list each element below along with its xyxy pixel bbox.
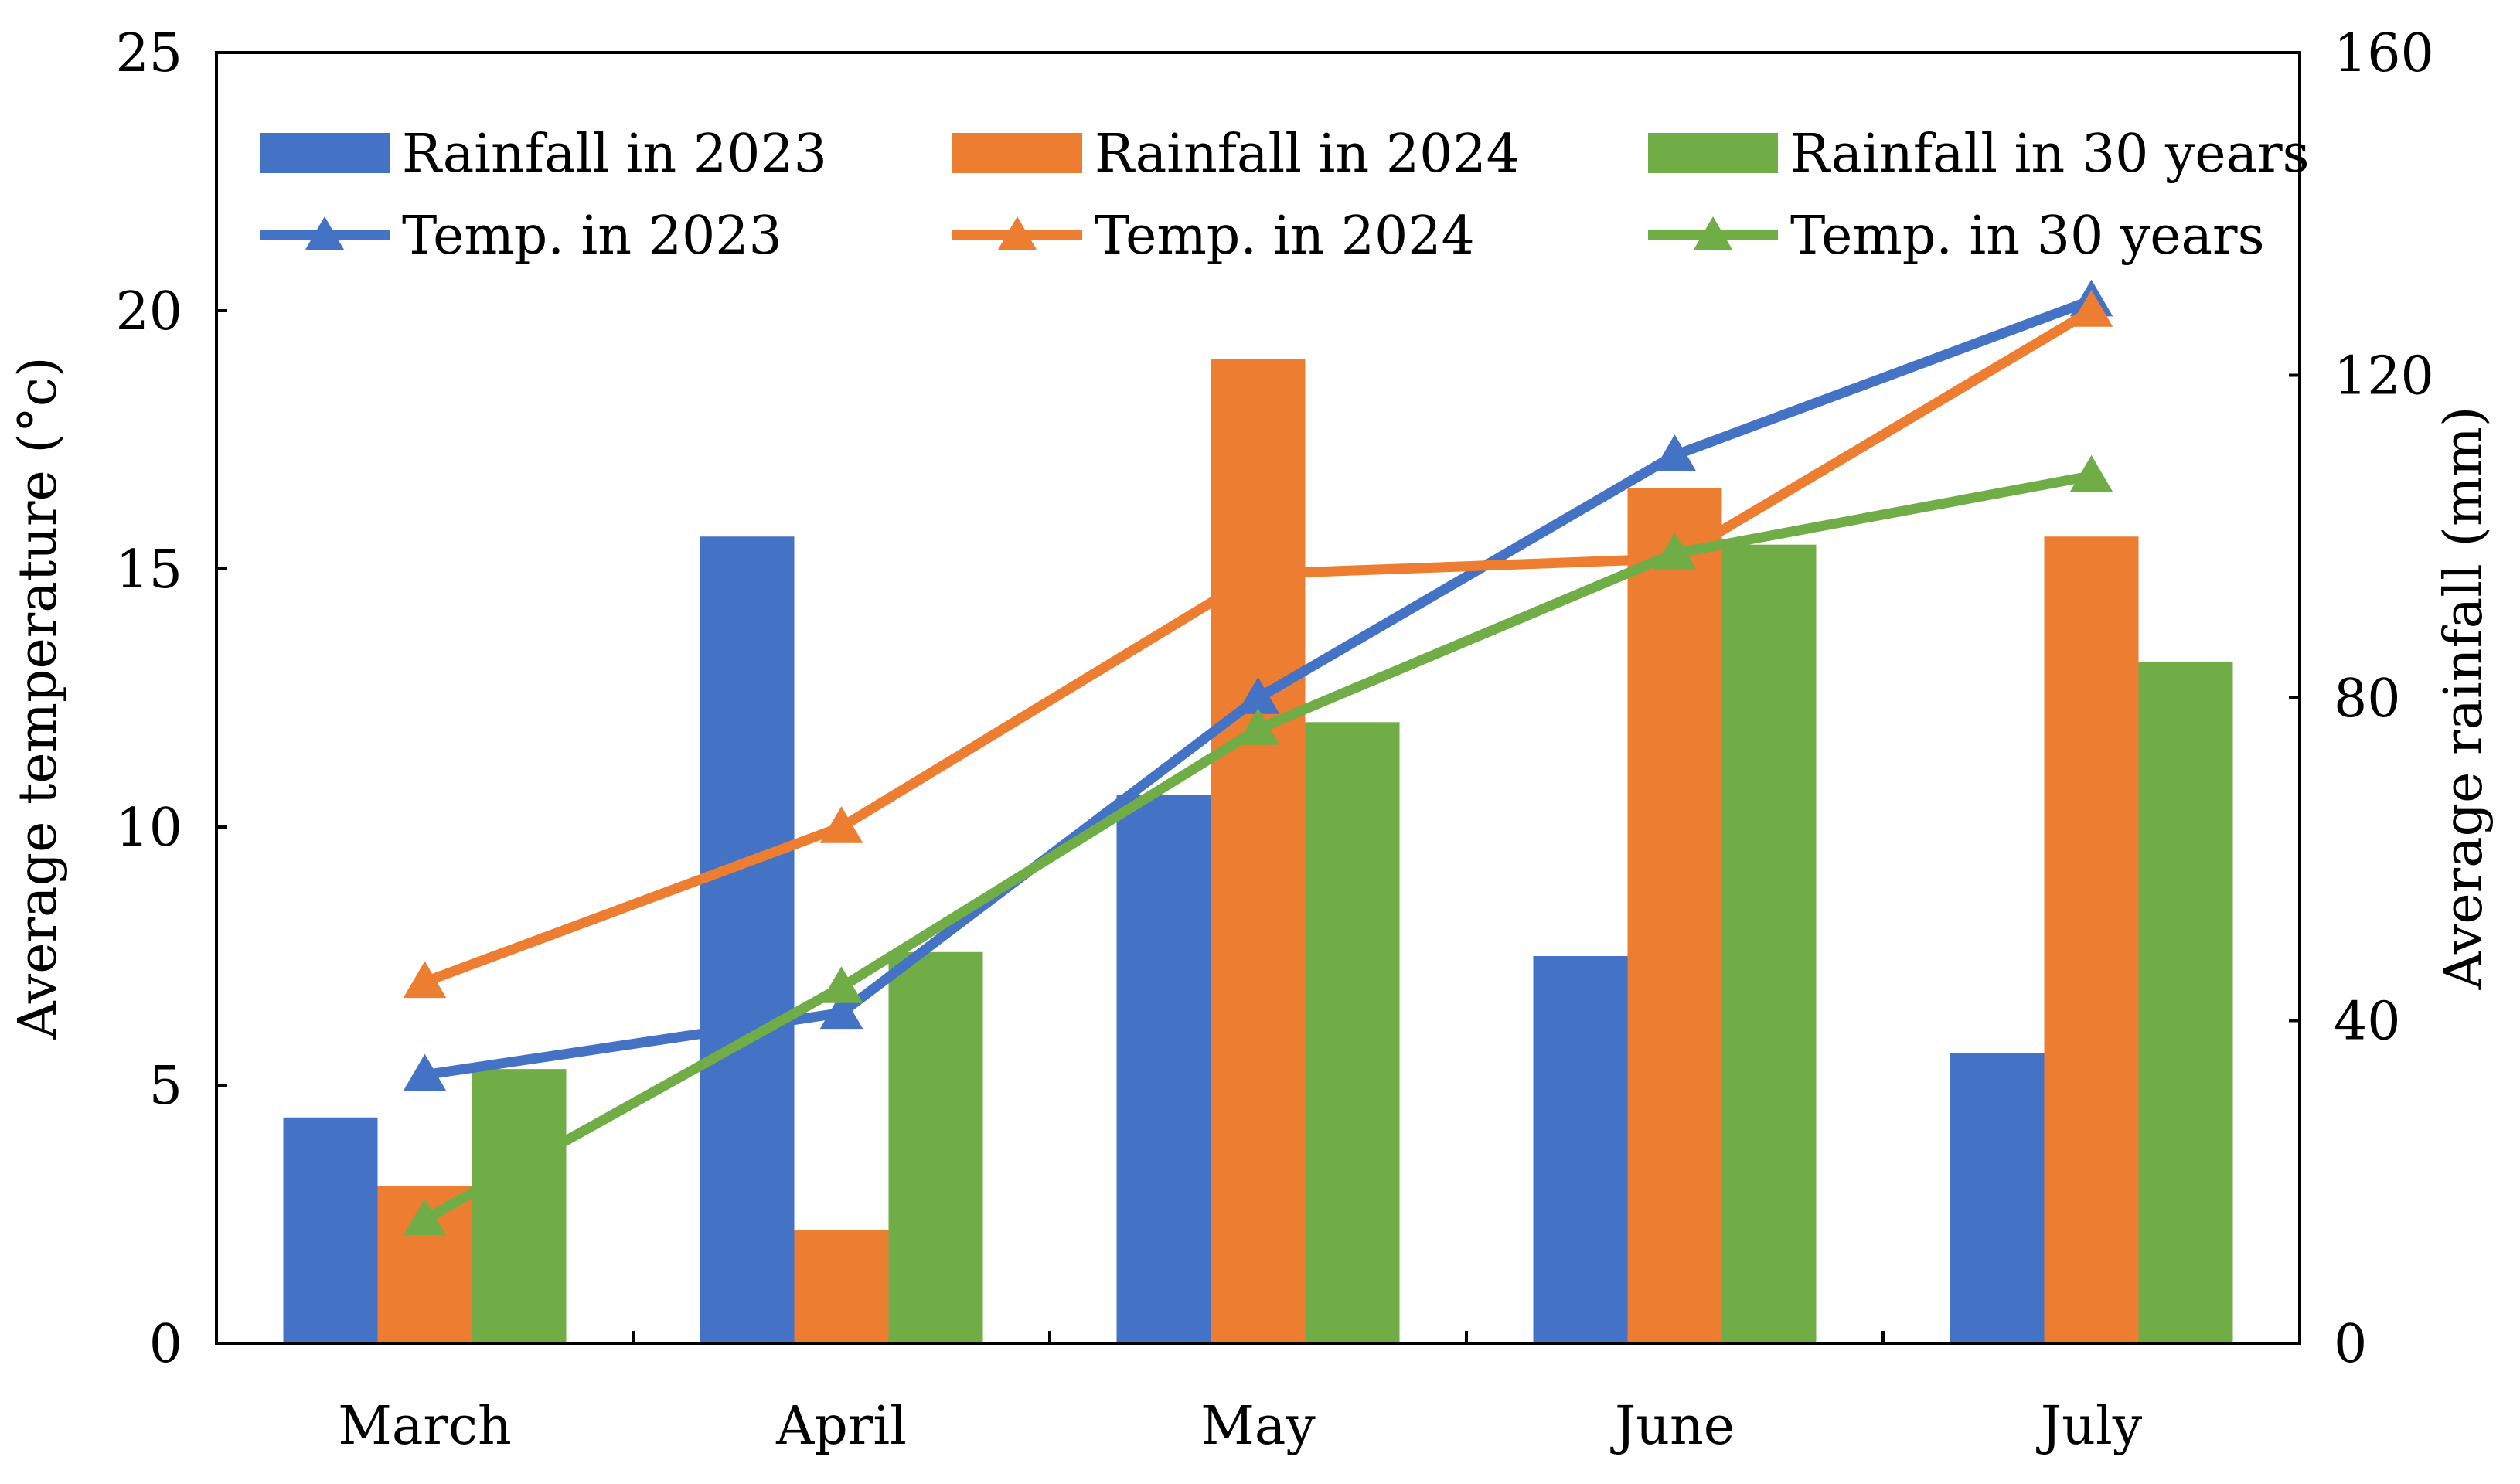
legend-swatch-rainfall-in-30-years <box>1648 133 1778 173</box>
marker-temp-in-30-years-may <box>1236 708 1280 745</box>
axes: 0 5 10 15 20 25 0 40 80 120 160 March April May June Ju… <box>8 23 2494 1457</box>
bar-rainfall-in-2024-april <box>794 1230 889 1343</box>
bar-rainfall-in-30-years-march <box>472 1069 567 1343</box>
legend-label-temp-in-2024: Temp. in 2024 <box>1095 206 1475 267</box>
x-tick-label-april: April <box>775 1396 907 1457</box>
x-tick-label-march: March <box>338 1396 512 1457</box>
legend-swatch-rainfall-in-2023 <box>260 133 390 173</box>
left-tick-label: 15 <box>115 539 182 601</box>
right-tick-label: 160 <box>2334 23 2434 84</box>
marker-temp-in-2024-july <box>2069 290 2113 327</box>
right-tick-label: 40 <box>2334 992 2401 1053</box>
rainfall-bars <box>283 359 2233 1343</box>
left-tick-label: 10 <box>115 798 182 859</box>
legend-marker-temp-in-2023 <box>305 216 345 250</box>
right-axis-title: Average rainfall (mm) <box>2433 407 2494 991</box>
marker-temp-in-2024-march <box>403 961 447 999</box>
left-axis-title: Average temperature (°c) <box>8 357 69 1040</box>
legend-label-rainfall-in-30-years: Rainfall in 30 years <box>1790 124 2310 185</box>
x-tick-label-july: July <box>2036 1396 2143 1457</box>
right-tick-label: 80 <box>2334 669 2401 730</box>
bar-rainfall-in-2023-april <box>700 536 795 1343</box>
bar-rainfall-in-30-years-may <box>1305 722 1400 1343</box>
marker-temp-in-30-years-april <box>819 966 863 1003</box>
marker-temp-in-30-years-march <box>403 1198 447 1236</box>
bar-rainfall-in-2024-june <box>1627 488 1722 1343</box>
x-tick-label-may: May <box>1200 1396 1316 1457</box>
bar-rainfall-in-2023-may <box>1116 795 1211 1343</box>
bar-rainfall-in-30-years-july <box>2138 662 2233 1343</box>
bar-rainfall-in-2023-july <box>1950 1053 2045 1343</box>
marker-temp-in-2023-june <box>1653 434 1697 471</box>
marker-temp-in-2023-april <box>819 992 863 1030</box>
left-tick-label: 5 <box>149 1056 182 1117</box>
marker-temp-in-2023-march <box>403 1053 447 1091</box>
right-tick-label: 0 <box>2334 1314 2367 1375</box>
bar-rainfall-in-2024-july <box>2044 536 2139 1343</box>
legend-label-rainfall-in-2024: Rainfall in 2024 <box>1095 124 1520 185</box>
bar-rainfall-in-30-years-april <box>888 951 983 1343</box>
marker-temp-in-2024-may <box>1236 553 1280 591</box>
bar-rainfall-in-2024-may <box>1211 359 1306 1343</box>
left-tick-label: 20 <box>115 281 182 342</box>
legend-marker-temp-in-30-years <box>1693 216 1733 250</box>
x-tick-label-june: June <box>1610 1396 1735 1457</box>
legend-label-temp-in-30-years: Temp. in 30 years <box>1790 206 2264 267</box>
bar-rainfall-in-30-years-june <box>1721 544 1817 1343</box>
legend: Rainfall in 2023 Rainfall in 2024 Rainfall… <box>260 124 2310 267</box>
left-tick-label: 0 <box>149 1314 182 1375</box>
legend-swatch-rainfall-in-2024 <box>952 133 1082 173</box>
temperature-lines <box>403 279 2113 1236</box>
marker-temp-in-30-years-july <box>2069 454 2113 492</box>
marker-temp-in-30-years-june <box>1653 532 1697 570</box>
marker-temp-in-2024-april <box>819 806 863 843</box>
legend-label-temp-in-2023: Temp. in 2023 <box>402 206 782 267</box>
right-tick-label: 120 <box>2334 346 2434 407</box>
left-tick-label: 25 <box>115 23 182 84</box>
bar-rainfall-in-2023-march <box>283 1117 378 1343</box>
legend-label-rainfall-in-2023: Rainfall in 2023 <box>402 124 827 185</box>
legend-marker-temp-in-2024 <box>997 216 1037 250</box>
bar-rainfall-in-2023-june <box>1533 956 1628 1343</box>
